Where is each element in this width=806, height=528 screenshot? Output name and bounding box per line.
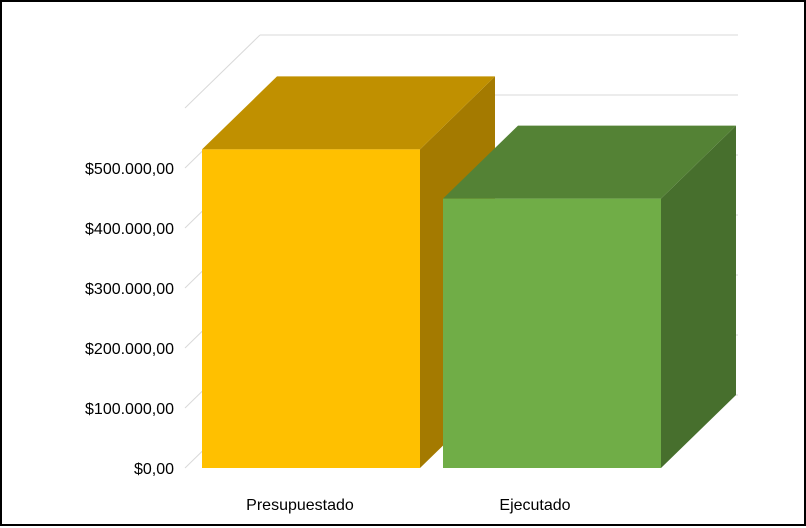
y-tick-label: $100.000,00 — [85, 401, 174, 418]
x-axis-category-labels: Presupuestado Ejecutado — [246, 497, 571, 514]
bar-layer — [202, 76, 736, 469]
bar-front-face — [202, 149, 420, 468]
bar-top-face — [443, 125, 736, 199]
y-tick-label: $200.000,00 — [85, 341, 174, 358]
y-tick-label: $300.000,00 — [85, 281, 174, 298]
bar-top-face — [202, 76, 495, 150]
bar-ejecutado — [443, 125, 736, 468]
x-category-label: Ejecutado — [499, 497, 570, 514]
x-category-label: Presupuestado — [246, 497, 354, 514]
y-tick-label: $500.000,00 — [85, 161, 174, 178]
y-tick-label: $400.000,00 — [85, 221, 174, 238]
y-axis-tick-labels: $0,00 $100.000,00 $200.000,00 $300.000,0… — [85, 161, 174, 478]
y-tick-label: $0,00 — [134, 461, 174, 478]
bar-front-face — [443, 198, 661, 468]
gridline-diagonal — [184, 34, 261, 109]
bar-side-face — [661, 125, 736, 468]
